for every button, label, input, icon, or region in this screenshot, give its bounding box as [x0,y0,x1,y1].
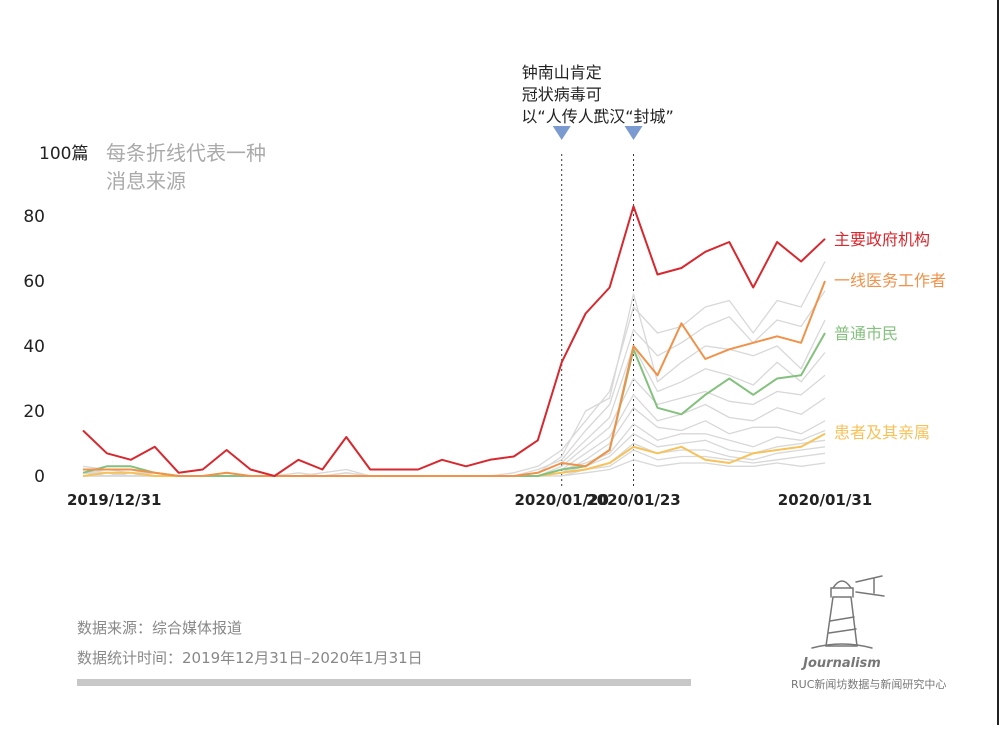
series-label-3: 普通市民 [834,324,898,343]
lighthouse-stripes [828,616,857,634]
footer-bar [77,679,691,686]
grey-series-line-7 [82,293,826,477]
y-tick-label-0: 0 [34,467,45,487]
y-axis: 0 20 40 60 80 100篇 [23,144,88,487]
grey-series-line-8 [82,345,826,477]
grey-series-line-11 [83,407,826,477]
x-tick-label-3: 2020/01/23 [586,491,680,509]
highlighted-series-group [82,205,826,477]
series-label-1: 主要政府机构 [834,230,930,249]
event-marker-1 [552,126,571,140]
series-label-4: 患者及其亲属 [834,423,930,442]
y-tick-label-80: 80 [23,207,45,227]
grey-series-group [82,261,826,477]
event-label-1-line-1: 钟南山肯定 [522,63,602,82]
event-label-2-line-1: 武汉“封城” [593,107,674,126]
lighthouse-icon [811,575,885,649]
x-tick-label-4: 2020/01/31 [778,491,872,509]
footer-source: 数据来源：综合媒体报道 [77,619,242,637]
subtitle-line-2: 消息来源 [106,169,186,193]
series-line-1 [82,205,826,477]
x-tick-label-2: 2020/01/20 [514,491,608,509]
x-tick-label-1: 2019/12/31 [67,491,161,509]
y-tick-label-40: 40 [23,337,45,357]
event-label-1-line-3: 以“人传人” [521,107,602,126]
series-line-3 [82,332,826,477]
y-tick-label-60: 60 [23,272,45,292]
y-tick-label-20: 20 [23,402,45,422]
series-label-2: 一线医务工作者 [834,271,946,290]
frame-edge [997,0,999,725]
brand-logo: Journalism RUC新闻坊数据与新闻研究中心 [791,575,946,691]
grey-series-line-12 [83,423,826,477]
event-marker-2 [624,126,643,140]
y-top-label: 100篇 [39,144,88,164]
brand-script: Journalism [800,656,881,671]
subtitle-line-1: 每条折线代表一种 [106,141,266,165]
event-label-1-line-2: 冠状病毒可 [522,85,602,104]
lighthouse-beam [855,575,885,597]
grey-series-line-6 [82,290,826,477]
footer-period: 数据统计时间：2019年12月31日–2020年1月31日 [77,649,423,667]
lighthouse-base [811,643,873,649]
lighthouse-tower [825,596,858,647]
series-line-2 [83,280,826,477]
lighthouse-roof [832,580,852,589]
brand-org: RUC新闻坊数据与新闻研究中心 [791,677,946,691]
lighthouse-lamp-room [830,587,854,598]
